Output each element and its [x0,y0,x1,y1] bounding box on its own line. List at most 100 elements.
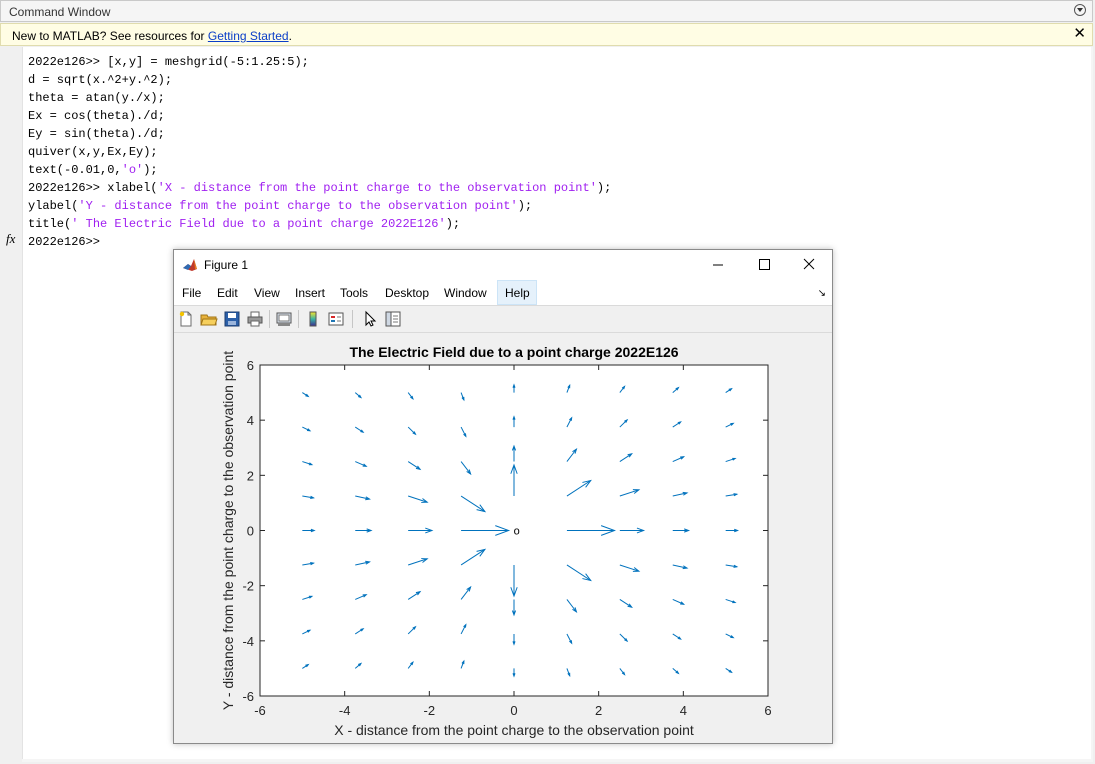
console-line: quiver(x,y,Ex,Ey); [28,143,611,161]
menu-help[interactable]: Help [505,286,530,300]
menu-file[interactable]: File [182,286,202,300]
quiver-arrowhead [728,669,733,674]
quiver-arrowhead [636,527,646,534]
menu-insert[interactable]: Insert [295,286,326,300]
quiver-arrow [354,426,364,433]
save-icon[interactable] [223,310,241,328]
quiver-arrowhead [733,564,739,568]
quiver-arrowhead [567,383,571,389]
quiver-arrowhead [569,640,573,645]
figure-window: Figure 1 File Edit View Insert Tools Des… [173,249,833,744]
console-code: Ey = sin(theta)./d; [28,127,165,141]
quiver-arrowhead [360,429,365,434]
quiver-arrowhead [677,421,682,425]
close-icon [803,258,815,270]
new-figure-icon[interactable] [177,310,195,328]
x-tick-label: 6 [764,703,771,718]
quiver-arrowhead [682,491,689,496]
quiver-arrow [302,562,314,566]
quiver-arrowhead [495,525,511,536]
quiver-arrowhead [732,457,737,461]
quiver-arrow [355,495,370,500]
banner-text: New to MATLAB? See resources for [12,29,208,43]
quiver-arrowhead [308,462,314,466]
menu-desktop[interactable]: Desktop [385,286,430,300]
quiver-arrowhead [305,663,310,668]
insert-legend-icon[interactable] [327,310,345,328]
property-inspector-icon[interactable] [384,310,402,328]
menu-window[interactable]: Window [444,286,487,300]
quiver-arrowhead [683,528,691,533]
quiver-arrowhead [410,395,414,400]
quiver-arrowhead [732,600,737,604]
quiver-plot[interactable]: -6-6 -4 -4 -2 -2 0 0 2 2 4 4 6 6 The Electric Field d… [174,333,832,743]
panel-actions-icon[interactable] [1074,4,1086,16]
close-banner-icon[interactable]: ✕ [1073,25,1086,42]
quiver-arrow [460,624,467,635]
command-window-header: Command Window [0,0,1093,22]
y-tick-label: -6 [242,689,254,704]
console-string: 'o' [121,163,144,177]
quiver-arrowhead [728,387,733,392]
quiver-arrow [460,549,486,566]
quiver-arrowhead [410,661,414,666]
quiver-arrow [566,633,573,644]
quiver-arrow [460,426,467,437]
quiver-arrow [619,419,628,428]
quiver-arrowhead [310,562,315,566]
console-code: text(-0.01,0, [28,163,122,177]
quiver-arrowhead [425,527,434,534]
quiver-arrowhead [461,659,465,665]
menu-tools[interactable]: Tools [340,286,369,300]
y-tick-label: 0 [247,524,254,539]
console-string: 'X - distance from the point charge to t… [157,181,597,195]
figure-title: Figure 1 [204,258,249,272]
quiver-arrowhead [632,489,641,494]
x-tick-label: -4 [339,703,351,718]
getting-started-link[interactable]: Getting Started [207,29,289,43]
open-file-icon[interactable] [200,310,218,328]
menu-view[interactable]: View [254,286,280,300]
quiver-arrowhead [600,525,616,536]
quiver-arrow [725,564,737,568]
quiver-arrowhead [730,422,735,426]
quiver-arrowhead [421,558,429,563]
insert-colorbar-icon[interactable] [304,310,322,328]
quiver-arrowhead [632,567,641,572]
console-line: ylabel('Y - distance from the point char… [28,197,611,215]
console-code: ylabel( [28,199,79,213]
y-tick-label: -4 [242,634,254,649]
quiver-arrowhead [582,573,592,582]
quiver-arrowhead [366,528,373,533]
figure-plot-area: -6 -6 -4 -4 -2 -2 0 0 2 2 4 4 6 6 The Electric Field d… [174,333,832,743]
quiver-arrow [672,564,688,569]
quiver-arrow [619,453,633,462]
menu-hover-highlight [497,280,537,305]
quiver-arrow [725,598,736,604]
quiver-arrowhead [466,469,472,476]
print-icon[interactable] [246,310,264,328]
quiver-arrowhead [463,433,467,438]
function-browser-icon[interactable]: fx [6,231,16,246]
quiver-arrowhead [476,504,487,513]
maximize-button[interactable] [741,250,787,280]
close-button[interactable] [786,250,832,280]
y-tick-label: 6 [247,358,254,373]
dock-arrow-icon[interactable]: ↘ [817,288,826,299]
minimize-button[interactable] [695,250,741,280]
figure-toolbar [174,305,832,333]
x-tick-label: 4 [680,703,687,718]
menu-edit[interactable]: Edit [217,286,238,300]
quiver-arrow [407,626,416,635]
quiver-arrowhead [582,479,592,488]
quiver-arrow [407,461,421,470]
link-plot-icon[interactable] [275,310,293,328]
x-tick-label: -2 [424,703,436,718]
quiver-arrow [566,564,592,581]
quiver-arrow [408,558,428,566]
quiver-arrow [619,599,633,608]
quiver-arrowhead [675,670,680,675]
quiver-arrowhead [512,641,516,646]
edit-plot-arrow-icon[interactable] [362,310,380,328]
quiver-arrowhead [680,601,686,605]
